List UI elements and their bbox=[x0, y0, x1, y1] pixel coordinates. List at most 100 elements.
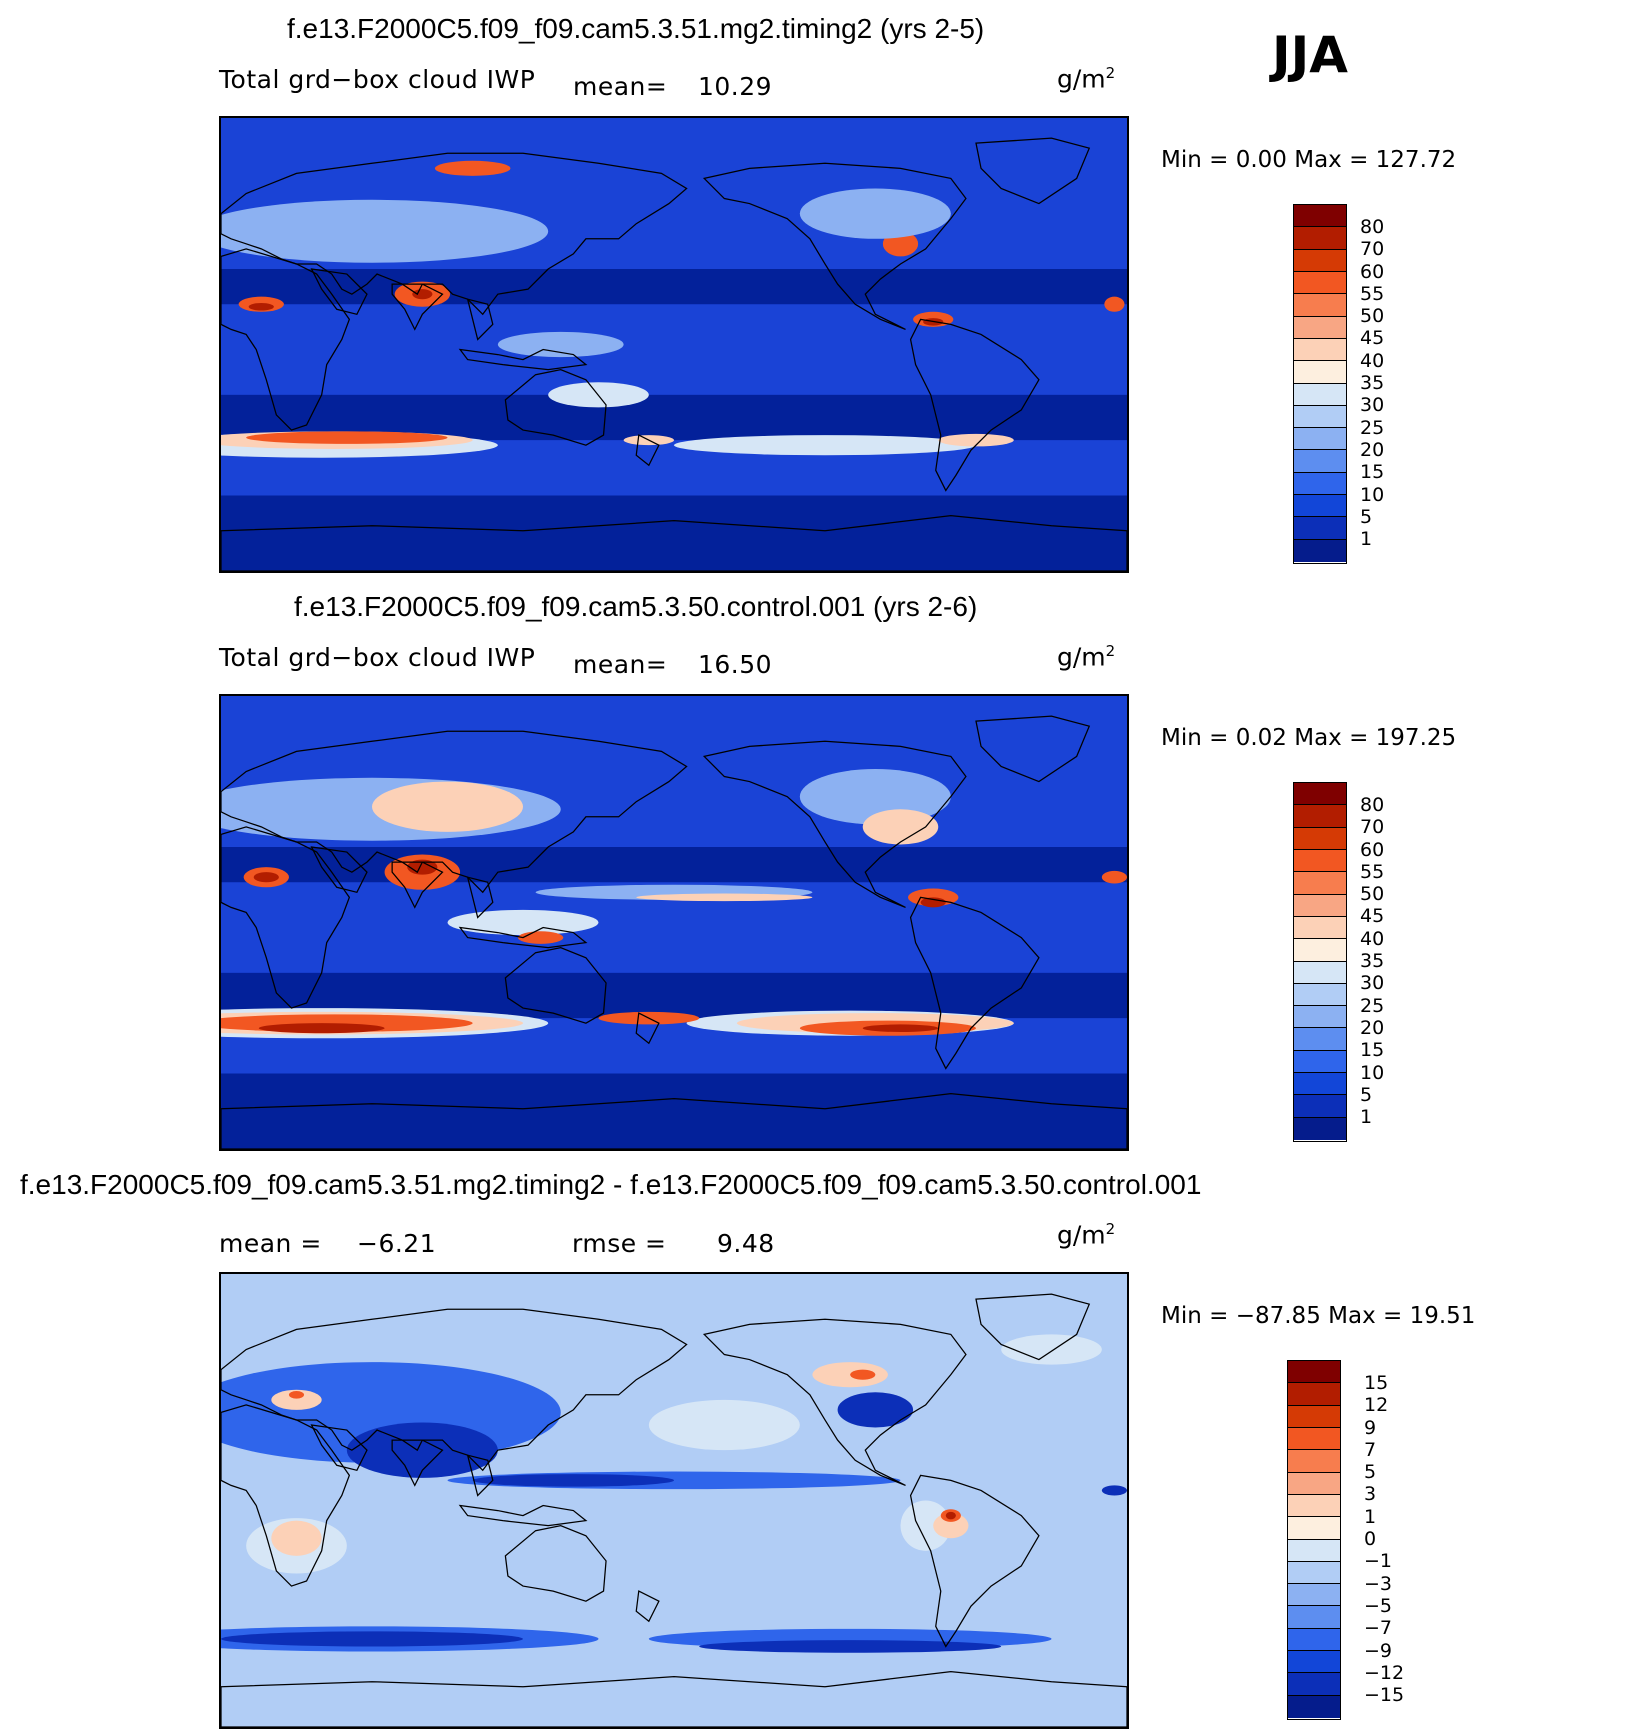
colorbar-swatch bbox=[1288, 1584, 1340, 1607]
coastline bbox=[310, 1424, 368, 1472]
colorbar-swatch bbox=[1294, 361, 1346, 384]
colorbar-tick-label: 1 bbox=[1360, 1106, 1373, 1129]
panel3-map bbox=[219, 1272, 1129, 1729]
panel1-units: g/m2 bbox=[1057, 64, 1116, 94]
field-contour bbox=[933, 1513, 969, 1539]
colorbar-tick-label: 40 bbox=[1360, 927, 1385, 950]
panel1-colorbar-labels: 80 70 60 55 50 45 40 35 30 25 20 15 10 5 1 bbox=[1360, 216, 1384, 550]
panel2-title: f.e13.F2000C5.f09_f09.cam5.3.50.control.… bbox=[294, 591, 978, 622]
colorbar-swatch bbox=[1294, 961, 1346, 984]
colorbar-tick-label: 10 bbox=[1360, 483, 1385, 506]
panel3-colorbar-labels: 15 12 9 7 5 3 1 0 −1 −3 −5 −7 −9 −12 −15 bbox=[1364, 1372, 1404, 1706]
colorbar-tick-label: 45 bbox=[1360, 327, 1385, 350]
panel3-rmse-label: rmse = bbox=[572, 1229, 667, 1258]
colorbar-swatch bbox=[1288, 1450, 1340, 1473]
colorbar-swatch bbox=[1294, 827, 1346, 850]
field-contour bbox=[674, 435, 976, 456]
colorbar-swatch bbox=[1294, 783, 1346, 806]
field-contour bbox=[248, 302, 274, 311]
field-contour bbox=[945, 1511, 956, 1520]
panel1-title: f.e13.F2000C5.f09_f09.cam5.3.51.mg2.timi… bbox=[287, 13, 985, 44]
field-contour bbox=[372, 781, 523, 832]
panel2-variable: Total grd−box cloud IWP bbox=[219, 643, 536, 672]
field-band bbox=[221, 269, 1127, 305]
season-label: JJA bbox=[1272, 26, 1348, 84]
field-band bbox=[221, 847, 1127, 883]
field-contour bbox=[850, 1369, 876, 1380]
colorbar-swatch bbox=[1294, 894, 1346, 917]
coastline bbox=[391, 861, 444, 909]
colorbar-tick-label: −3 bbox=[1364, 1572, 1393, 1595]
colorbar-tick-label: 10 bbox=[1360, 1061, 1385, 1084]
coastline bbox=[310, 268, 368, 316]
panel3-title: f.e13.F2000C5.f09_f09.cam5.3.51.mg2.timi… bbox=[20, 1169, 1202, 1200]
coastline bbox=[221, 515, 1127, 571]
colorbar-swatch bbox=[1294, 872, 1346, 895]
colorbar-swatch bbox=[1294, 472, 1346, 496]
panel1-variable: Total grd−box cloud IWP bbox=[219, 65, 536, 94]
colorbar-tick-label: 15 bbox=[1360, 1039, 1385, 1062]
colorbar-tick-label: 35 bbox=[1360, 372, 1385, 395]
field-contour bbox=[517, 931, 564, 944]
coastline bbox=[466, 298, 494, 341]
field-contour bbox=[346, 1422, 498, 1478]
colorbar-swatch bbox=[1288, 1628, 1340, 1652]
coastline bbox=[504, 947, 607, 1024]
panel1-colorbar bbox=[1293, 204, 1347, 564]
colorbar-swatch bbox=[1288, 1494, 1340, 1518]
colorbar-tick-label: 45 bbox=[1360, 905, 1385, 928]
field-contour bbox=[1101, 1485, 1127, 1496]
colorbar-tick-label: 3 bbox=[1364, 1483, 1377, 1506]
colorbar-swatch bbox=[1294, 983, 1346, 1007]
colorbar-tick-label: 60 bbox=[1360, 838, 1385, 861]
colorbar-tick-label: 55 bbox=[1360, 282, 1385, 305]
map-background bbox=[221, 1274, 1127, 1727]
colorbar-swatch bbox=[1288, 1651, 1340, 1674]
panel3-mean-value: −6.21 bbox=[357, 1229, 437, 1258]
colorbar-swatch bbox=[1294, 249, 1346, 272]
colorbar-tick-label: 5 bbox=[1360, 1083, 1373, 1106]
coastline bbox=[975, 1293, 1091, 1361]
colorbar-swatch bbox=[1294, 539, 1346, 562]
colorbar-tick-label: 1 bbox=[1364, 1505, 1377, 1528]
panel2-colorbar-labels: 80 70 60 55 50 45 40 35 30 25 20 15 10 5 1 bbox=[1360, 794, 1384, 1128]
coastline bbox=[391, 1439, 444, 1487]
field-contour bbox=[900, 1500, 951, 1551]
colorbar-tick-label: 70 bbox=[1360, 238, 1385, 261]
colorbar-tick-label: 80 bbox=[1360, 794, 1385, 816]
coastline bbox=[458, 1504, 588, 1527]
colorbar-tick-label: −5 bbox=[1364, 1594, 1393, 1617]
panel3-mean-label: mean = bbox=[219, 1229, 322, 1258]
coastline bbox=[458, 926, 588, 949]
field-contour bbox=[1104, 296, 1125, 312]
colorbar-swatch bbox=[1294, 316, 1346, 339]
field-contour bbox=[648, 1399, 800, 1451]
panel1-mean-label: mean= bbox=[573, 72, 668, 101]
colorbar-tick-label: −15 bbox=[1364, 1684, 1405, 1707]
field-contour bbox=[447, 909, 599, 936]
colorbar-swatch bbox=[1294, 205, 1346, 228]
colorbar-swatch bbox=[1294, 383, 1346, 406]
colorbar-tick-label: 25 bbox=[1360, 994, 1385, 1017]
colorbar-tick-label: 15 bbox=[1364, 1372, 1389, 1394]
colorbar-swatch bbox=[1294, 227, 1346, 250]
colorbar-tick-label: −7 bbox=[1364, 1617, 1393, 1640]
colorbar-swatch bbox=[1294, 450, 1346, 473]
colorbar-swatch bbox=[1288, 1383, 1340, 1406]
colorbar-swatch bbox=[1288, 1695, 1340, 1718]
colorbar-swatch bbox=[1294, 271, 1346, 295]
colorbar-tick-label: 70 bbox=[1360, 816, 1385, 839]
colorbar-swatch bbox=[1294, 338, 1346, 362]
coastline bbox=[635, 1590, 660, 1623]
field-contour bbox=[1101, 870, 1127, 884]
colorbar-tick-label: 40 bbox=[1360, 349, 1385, 372]
colorbar-tick-label: −9 bbox=[1364, 1639, 1393, 1662]
colorbar-tick-label: 12 bbox=[1364, 1394, 1389, 1417]
colorbar-swatch bbox=[1288, 1517, 1340, 1540]
field-contour bbox=[1001, 1334, 1102, 1365]
colorbar-tick-label: 9 bbox=[1364, 1416, 1377, 1439]
coastline bbox=[909, 1474, 1040, 1648]
panel2-units: g/m2 bbox=[1057, 642, 1116, 672]
colorbar-swatch bbox=[1294, 1006, 1346, 1029]
colorbar-tick-label: 0 bbox=[1364, 1528, 1377, 1551]
